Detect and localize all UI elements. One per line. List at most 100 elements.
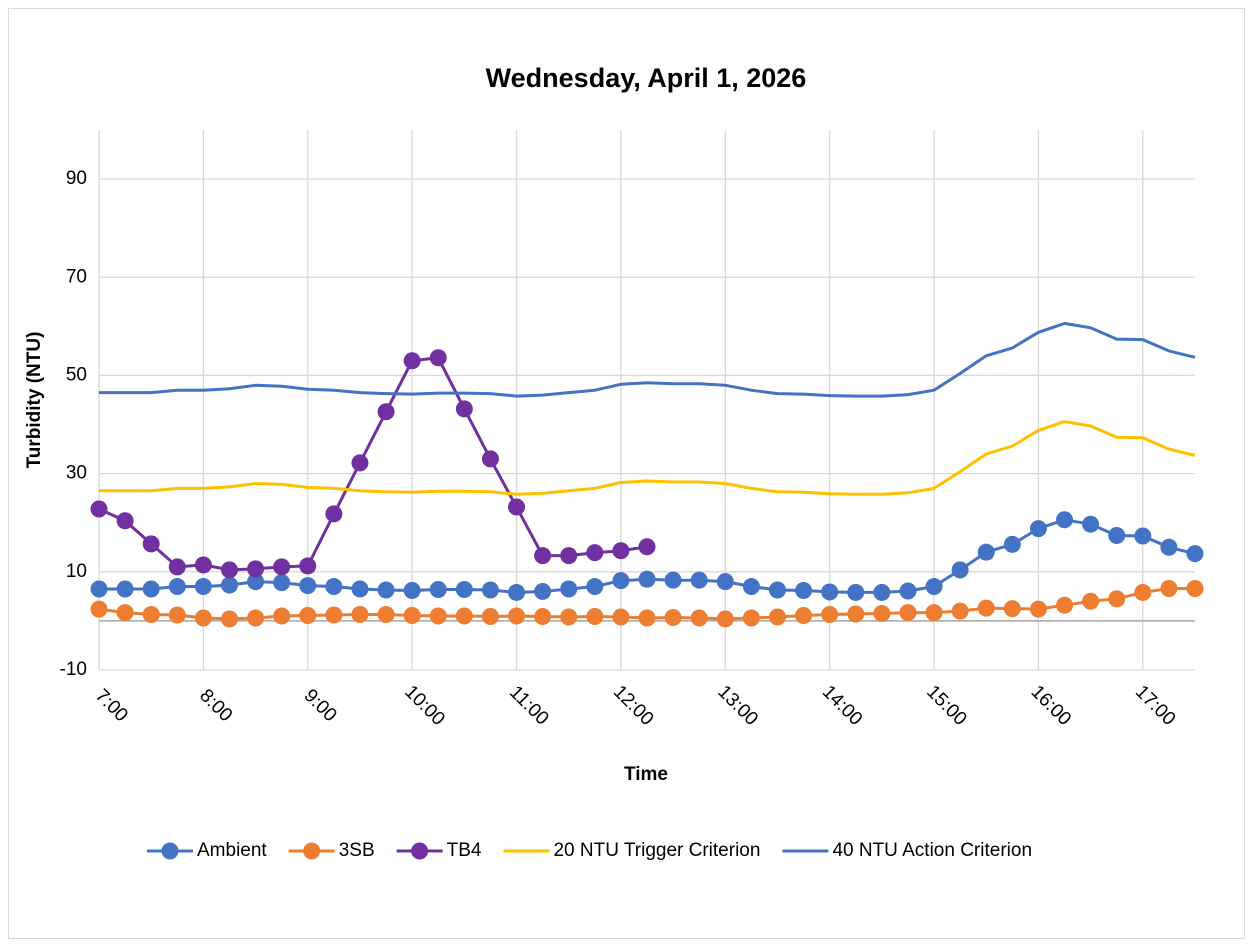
data-point [351,580,369,598]
data-point [1056,596,1074,614]
data-point [429,349,447,367]
data-point [273,607,291,625]
data-point [299,577,317,595]
data-point [90,580,108,598]
y-tick-label: 90 [66,168,87,189]
data-point [116,604,134,622]
data-point [560,608,578,626]
data-point [377,581,395,599]
data-point [586,578,604,596]
data-point [168,578,186,596]
data-point [1056,511,1074,529]
y-tick-label: 50 [66,364,87,385]
data-point [873,605,891,623]
data-point [220,576,238,594]
legend-label: 40 NTU Action Criterion [832,840,1032,861]
data-point [142,535,160,553]
data-point [534,547,552,565]
x-axis-title: Time [624,764,668,785]
data-point [481,581,499,599]
data-point [1160,580,1178,598]
data-point [638,538,656,556]
data-point [1108,526,1126,544]
data-point [116,580,134,598]
data-point [560,580,578,598]
data-point [455,607,473,625]
data-point [899,582,917,600]
legend-item: Ambient [147,840,267,861]
data-point [247,560,265,578]
data-point [351,454,369,472]
series-line [98,356,648,572]
data-point [220,561,238,579]
legend-marker [161,842,179,860]
y-tick-label: 10 [66,561,87,582]
data-point [873,583,891,601]
data-point [273,574,291,592]
data-point [325,578,343,596]
data-point [664,608,682,626]
legend-label: 20 NTU Trigger Criterion [553,840,760,861]
data-point [1134,583,1152,601]
data-point [142,606,160,624]
data-point [795,607,813,625]
data-point [403,581,421,599]
data-point [1134,527,1152,545]
data-point [534,607,552,625]
data-point [1082,592,1100,610]
data-point [455,580,473,598]
data-point [742,578,760,596]
data-point [925,578,943,596]
data-point [690,571,708,589]
data-point [1029,600,1047,618]
y-tick-label: 30 [66,463,87,484]
data-point [168,606,186,624]
data-point [194,556,212,574]
legend-label: 3SB [339,840,375,861]
data-point [664,571,682,589]
data-point [194,578,212,596]
legend-item: 3SB [288,840,375,861]
data-point [560,547,578,565]
data-point [194,609,212,627]
legend-item: 40 NTU Action Criterion [782,840,1032,861]
data-point [429,580,447,598]
y-tick-label: -10 [60,659,87,680]
data-point [768,581,786,599]
data-point [899,604,917,622]
legend-label: TB4 [447,840,482,861]
data-point [847,605,865,623]
legend-marker [411,842,429,860]
data-point [977,543,995,561]
data-point [403,607,421,625]
data-point [586,544,604,562]
legend-item: TB4 [396,840,482,861]
data-point [299,607,317,625]
data-point [638,570,656,588]
data-point [1186,545,1204,563]
data-point [1108,590,1126,608]
chart-title: Wednesday, April 1, 2026 [486,63,807,93]
data-point [325,505,343,523]
data-point [481,607,499,625]
data-point [534,582,552,600]
data-point [977,599,995,617]
data-point [116,512,134,530]
data-point [716,573,734,591]
data-point [351,606,369,624]
data-point [612,572,630,590]
data-point [821,606,839,624]
data-point [508,583,526,601]
legend-marker [303,842,321,860]
y-tick-label: 70 [66,266,87,287]
series-line [99,321,1196,398]
data-point [795,581,813,599]
data-point [821,583,839,601]
data-point [1029,520,1047,538]
data-point [638,609,656,627]
legend-item: 20 NTU Trigger Criterion [503,840,760,861]
data-point [90,600,108,618]
data-point [90,500,108,518]
data-point [168,558,186,576]
